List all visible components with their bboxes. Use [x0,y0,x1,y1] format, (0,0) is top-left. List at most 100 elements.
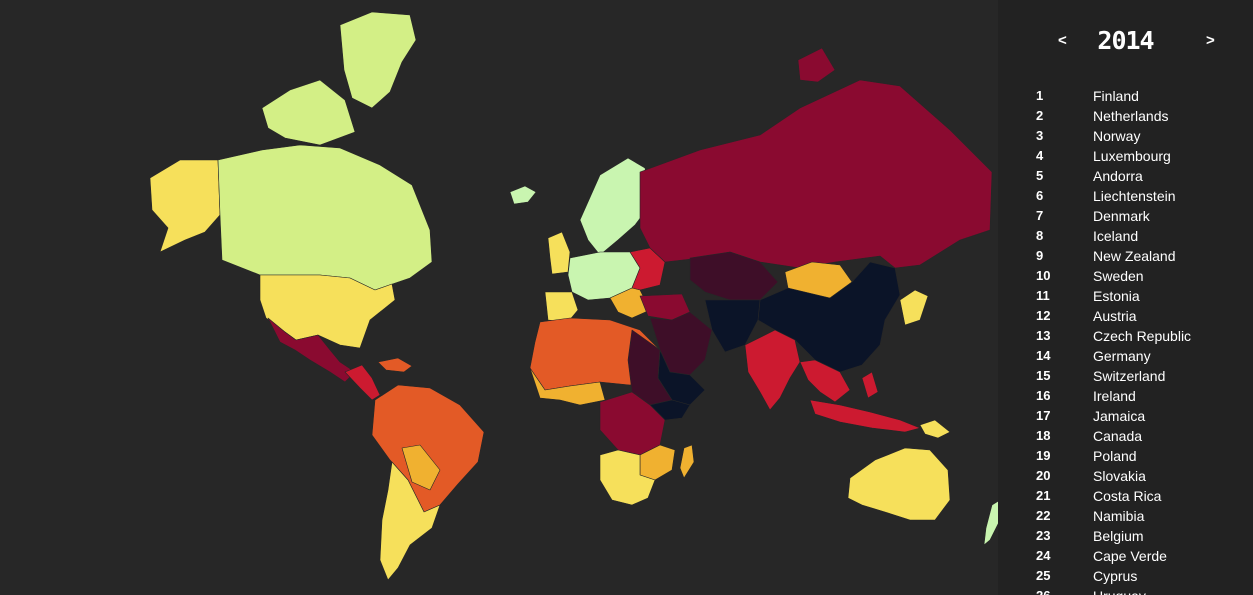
previous-year-button[interactable]: < [1058,32,1067,49]
country-name: Liechtenstein [1093,188,1176,204]
bolivia-paraguay-region[interactable] [401,444,441,491]
ranking-list: 1 Finland 2 Netherlands 3 Norway 4 Luxembourg 5 A… [998,86,1253,595]
indonesia-region[interactable] [809,399,921,433]
india-region[interactable] [744,329,801,411]
rank-number: 4 [1036,148,1044,163]
selected-year: 2014 [1097,26,1154,55]
country-name: Poland [1093,448,1137,464]
rank-number: 10 [1036,268,1051,283]
ranking-row[interactable]: 26 Uruguay [998,586,1253,595]
caribbean-region[interactable] [377,357,413,373]
rank-number: 1 [1036,88,1044,103]
ranking-row[interactable]: 22 Namibia [998,506,1253,526]
ranking-row[interactable]: 2 Netherlands [998,106,1253,126]
iceland-region[interactable] [509,185,537,205]
ranking-row[interactable]: 9 New Zealand [998,246,1253,266]
ranking-row[interactable]: 18 Canada [998,426,1253,446]
country-name: New Zealand [1093,248,1176,264]
rank-number: 25 [1036,568,1051,583]
rank-number: 17 [1036,408,1051,423]
ranking-row[interactable]: 6 Liechtenstein [998,186,1253,206]
russia-northeast-region[interactable] [797,47,836,83]
southern-africa-region[interactable] [599,449,656,506]
ranking-row[interactable]: 21 Costa Rica [998,486,1253,506]
rank-number: 23 [1036,528,1051,543]
greenland-region[interactable] [339,11,417,109]
canada-arctic-islands-region[interactable] [261,79,356,146]
rank-number: 14 [1036,348,1051,363]
alaska-region[interactable] [149,159,221,253]
rank-number: 20 [1036,468,1051,483]
australia-region[interactable] [847,447,951,521]
ranking-row[interactable]: 13 Czech Republic [998,326,1253,346]
ranking-row[interactable]: 15 Switzerland [998,366,1253,386]
ranking-row[interactable]: 11 Estonia [998,286,1253,306]
ranking-row[interactable]: 12 Austria [998,306,1253,326]
korea-japan-region[interactable] [899,289,929,326]
canada-region[interactable] [217,144,433,291]
south-america-north-region[interactable] [371,384,485,513]
southeast-asia-region[interactable] [799,359,851,403]
ranking-row[interactable]: 24 Cape Verde [998,546,1253,566]
rank-number: 12 [1036,308,1051,323]
country-name: Germany [1093,348,1151,364]
rank-number: 5 [1036,168,1044,183]
country-name: Finland [1093,88,1139,104]
rank-number: 11 [1036,288,1050,303]
central-america-region[interactable] [344,364,381,401]
uk-ireland-region[interactable] [547,231,571,275]
country-name: Canada [1093,428,1143,444]
ranking-row[interactable]: 19 Poland [998,446,1253,466]
iran-pakistan-region[interactable] [704,299,761,353]
rank-number: 22 [1036,508,1051,523]
ranking-row[interactable]: 23 Belgium [998,526,1253,546]
country-name: Cyprus [1093,568,1138,584]
country-name: Sweden [1093,268,1144,284]
country-name: Slovakia [1093,468,1146,484]
ranking-row[interactable]: 7 Denmark [998,206,1253,226]
russia-region[interactable] [639,79,993,269]
country-name: Luxembourg [1093,148,1171,164]
new-zealand-region[interactable] [983,500,998,546]
country-name: Denmark [1093,208,1150,224]
country-name: Ireland [1093,388,1136,404]
country-name: Namibia [1093,508,1145,524]
ranking-row[interactable]: 16 Ireland [998,386,1253,406]
ranking-row[interactable]: 10 Sweden [998,266,1253,286]
country-name: Norway [1093,128,1141,144]
country-name: Estonia [1093,288,1140,304]
west-africa-region[interactable] [529,367,606,406]
rank-number: 2 [1036,108,1044,123]
ranking-row[interactable]: 5 Andorra [998,166,1253,186]
ranking-panel: < 2014 > 1 Finland 2 Netherlands 3 Norway 4 Lux… [998,0,1253,595]
rank-number: 16 [1036,388,1051,403]
ranking-row[interactable]: 20 Slovakia [998,466,1253,486]
country-name: Jamaica [1093,408,1146,424]
rank-number: 21 [1036,488,1051,503]
country-name: Uruguay [1093,586,1146,595]
year-selector: < 2014 > [998,26,1253,58]
rank-number: 9 [1036,248,1044,263]
next-year-button[interactable]: > [1206,32,1215,49]
rank-number: 26 [1036,586,1050,595]
ranking-row[interactable]: 1 Finland [998,86,1253,106]
papua-region[interactable] [919,419,951,439]
madagascar-region[interactable] [679,444,695,479]
rank-number: 3 [1036,128,1044,143]
rank-number: 7 [1036,208,1044,223]
ranking-row[interactable]: 4 Luxembourg [998,146,1253,166]
rank-number: 8 [1036,228,1044,243]
ranking-row[interactable]: 3 Norway [998,126,1253,146]
country-name: Austria [1093,308,1137,324]
rank-number: 15 [1036,368,1051,383]
philippines-region[interactable] [861,371,879,399]
country-name: Cape Verde [1093,548,1167,564]
ranking-row[interactable]: 25 Cyprus [998,566,1253,586]
ranking-row[interactable]: 14 Germany [998,346,1253,366]
rank-number: 6 [1036,188,1044,203]
iberia-region[interactable] [544,291,579,323]
ranking-row[interactable]: 8 Iceland [998,226,1253,246]
ranking-row[interactable]: 17 Jamaica [998,406,1253,426]
scandinavia-region[interactable] [579,157,651,256]
south-america-south-region[interactable] [379,461,441,581]
